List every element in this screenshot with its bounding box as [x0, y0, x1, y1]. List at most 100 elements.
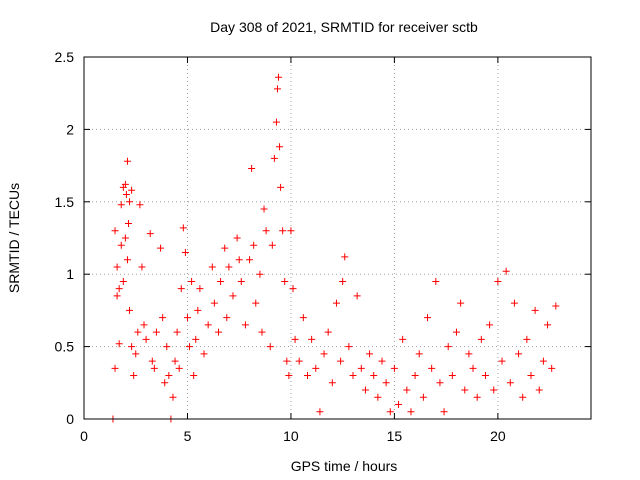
data-point: [215, 328, 223, 336]
data-point: [548, 364, 556, 372]
data-point: [192, 335, 200, 343]
data-point: [130, 372, 138, 380]
x-tick-label: 10: [283, 428, 299, 444]
data-point: [465, 350, 473, 358]
data-point: [181, 248, 189, 256]
data-point: [173, 328, 181, 336]
data-point: [163, 343, 171, 351]
data-point: [119, 277, 127, 285]
data-point: [403, 386, 411, 394]
data-point: [121, 234, 129, 242]
data-point: [481, 372, 489, 380]
data-point: [111, 364, 119, 372]
data-point: [123, 256, 131, 264]
plot-frame: [83, 56, 592, 420]
data-point: [473, 393, 481, 401]
data-point: [407, 408, 415, 416]
data-point: [399, 335, 407, 343]
data-point: [276, 143, 284, 151]
data-point: [452, 328, 460, 336]
data-point: [539, 357, 547, 365]
y-axis-label: SRMTID / TECUs: [6, 183, 22, 293]
data-point: [113, 292, 121, 300]
data-point: [461, 386, 469, 394]
data-point: [386, 408, 394, 416]
data-point: [357, 364, 365, 372]
data-point: [152, 328, 160, 336]
data-point: [477, 335, 485, 343]
data-point: [241, 321, 249, 329]
chart-title: Day 308 of 2021, SRMTID for receiver sct…: [210, 19, 478, 35]
data-point: [161, 379, 169, 387]
data-point: [275, 73, 283, 81]
data-point: [268, 241, 276, 249]
data-point: [122, 191, 130, 199]
data-point: [552, 302, 560, 310]
data-point: [138, 263, 146, 271]
data-point: [308, 335, 316, 343]
x-tick-label: 20: [490, 428, 506, 444]
data-point: [188, 277, 196, 285]
data-point: [113, 263, 121, 271]
data-point: [235, 256, 243, 264]
data-point: [519, 393, 527, 401]
data-point: [159, 314, 167, 322]
data-point: [165, 372, 173, 380]
data-point: [210, 299, 218, 307]
data-point: [204, 321, 212, 329]
data-point: [169, 393, 177, 401]
data-point: [436, 379, 444, 387]
data-points: [109, 73, 560, 423]
data-point: [142, 335, 150, 343]
data-point: [148, 357, 156, 365]
data-point: [299, 314, 307, 322]
data-point: [349, 372, 357, 380]
data-point: [262, 227, 270, 235]
data-point: [186, 343, 194, 351]
data-point: [289, 285, 297, 293]
data-point: [115, 340, 123, 348]
data-point: [374, 393, 382, 401]
grid: [84, 57, 591, 419]
data-point: [157, 244, 165, 252]
y-tick-labels: 0 0.5 1 1.5 2 2.5: [55, 49, 75, 427]
data-point: [527, 372, 535, 380]
data-point: [411, 372, 419, 380]
data-point: [121, 180, 129, 188]
data-point: [332, 299, 340, 307]
data-point: [150, 364, 158, 372]
data-point: [177, 285, 185, 293]
data-point: [444, 343, 452, 351]
data-point: [506, 379, 514, 387]
data-point: [457, 299, 465, 307]
data-point: [510, 299, 518, 307]
data-point: [252, 299, 260, 307]
data-point: [128, 343, 136, 351]
data-point: [126, 198, 134, 206]
data-point: [498, 357, 506, 365]
data-point: [324, 328, 332, 336]
data-point: [361, 386, 369, 394]
data-point: [124, 220, 132, 228]
data-point: [448, 372, 456, 380]
data-point: [345, 343, 353, 351]
data-point: [370, 372, 378, 380]
data-point: [378, 357, 386, 365]
data-point: [303, 372, 311, 380]
data-point: [287, 227, 295, 235]
data-point: [502, 267, 510, 275]
data-point: [126, 306, 134, 314]
x-tick-label: 5: [184, 428, 192, 444]
data-point: [250, 241, 258, 249]
y-tick-label: 1.5: [55, 194, 75, 210]
data-point: [146, 230, 154, 238]
data-point: [115, 285, 123, 293]
data-point: [432, 277, 440, 285]
data-point: [291, 335, 299, 343]
data-point: [283, 357, 291, 365]
data-point: [132, 350, 140, 358]
data-point: [128, 186, 136, 194]
data-point: [179, 224, 187, 232]
data-point: [217, 277, 225, 285]
